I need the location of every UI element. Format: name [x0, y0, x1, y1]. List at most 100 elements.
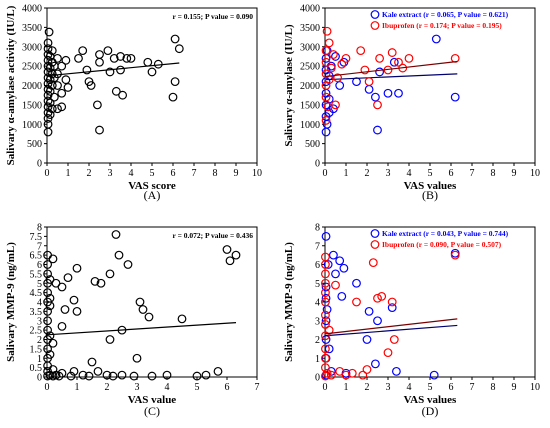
x-tick-label: 7: [470, 168, 475, 179]
y-tick-label: 7: [315, 241, 320, 252]
panel-label: (C): [144, 404, 160, 418]
data-point: [105, 335, 115, 344]
x-tick-label: 9: [512, 168, 517, 179]
data-point: [93, 366, 103, 376]
data-point: [321, 269, 330, 279]
data-point: [60, 305, 70, 314]
y-tick-label: 3: [37, 316, 42, 327]
y-tick-label: 500: [305, 139, 320, 150]
data-point: [321, 316, 331, 326]
x-tick-label: 5: [428, 168, 433, 179]
panel-label: (B): [422, 188, 438, 202]
data-point: [95, 57, 104, 67]
data-point: [45, 293, 55, 303]
data-point: [389, 335, 399, 344]
data-point: [331, 280, 340, 290]
x-tick-label: 1: [344, 168, 349, 179]
x-tick-label: 2: [87, 168, 92, 179]
data-point: [47, 104, 57, 114]
data-point: [356, 46, 366, 56]
data-point: [177, 314, 187, 324]
data-point: [45, 98, 55, 108]
x-tick-label: 7: [470, 382, 475, 393]
y-tick-label: 1.5: [30, 344, 43, 355]
y-tick-label: 0.5: [30, 363, 43, 374]
x-tick-label: 0: [323, 382, 328, 393]
y-tick-label: 3000: [22, 42, 42, 53]
y-tick-label: 1: [315, 354, 320, 365]
data-point: [63, 83, 73, 92]
y-tick-label: 2500: [22, 62, 42, 73]
y-tick-label: 8: [315, 223, 320, 234]
data-point: [92, 100, 102, 110]
data-point: [43, 361, 52, 371]
data-point: [95, 50, 104, 59]
y-tick-label: 2000: [300, 81, 320, 92]
data-point: [321, 92, 331, 102]
data-point: [47, 46, 57, 56]
y-tick-label: 0: [37, 373, 42, 384]
correlation-annotation: r = 0.072; P value = 0.436: [173, 231, 254, 240]
x-tick-label: 10: [252, 168, 262, 179]
data-point: [43, 96, 53, 106]
data-point: [135, 297, 145, 307]
data-point: [143, 57, 153, 67]
y-tick-label: 1000: [300, 120, 320, 131]
data-point: [84, 371, 94, 381]
plot-frame: [324, 226, 536, 378]
x-tick-label: 3: [386, 168, 391, 179]
x-tick-label: 8: [213, 168, 218, 179]
data-point: [368, 258, 378, 268]
data-point: [431, 34, 441, 44]
data-point: [324, 38, 334, 48]
data-point: [43, 288, 52, 298]
data-point: [43, 260, 52, 269]
data-point: [404, 53, 414, 63]
legend-marker: [370, 240, 380, 249]
x-tick-label: 6: [449, 382, 454, 393]
data-point: [170, 34, 180, 44]
panel-b: 0 1 2 3 4 5 6 7 8 9 10 0 500 1000 1500 2000 2500 3000 3500…: [283, 4, 540, 203]
legend-label: Ibuprofen (r = 0.174; P value = 0.195): [382, 21, 502, 30]
data-point: [362, 365, 372, 374]
data-point: [82, 65, 92, 75]
y-tick-label: 0: [315, 373, 320, 384]
y-tick-label: 6.5: [30, 251, 43, 262]
x-tick-label: 0: [45, 382, 50, 393]
data-point: [102, 370, 112, 380]
data-point: [321, 282, 331, 292]
data-point: [347, 368, 357, 378]
data-point: [333, 73, 343, 83]
x-tick-label: 6: [449, 168, 454, 179]
data-point: [324, 344, 334, 354]
data-point: [326, 63, 336, 73]
x-tick-label: 4: [407, 382, 412, 393]
data-point: [321, 293, 331, 303]
data-point: [371, 92, 380, 102]
data-point: [78, 370, 88, 380]
data-point: [168, 92, 178, 102]
x-tick-label: 3: [386, 382, 391, 393]
data-point: [43, 316, 52, 326]
data-point: [326, 370, 336, 380]
data-point: [360, 65, 370, 75]
data-point: [174, 44, 184, 54]
data-point: [45, 63, 55, 73]
data-point: [138, 305, 148, 314]
data-point: [323, 260, 333, 269]
data-point: [352, 297, 361, 307]
x-tick-label: 7: [192, 168, 197, 179]
data-point: [116, 65, 125, 75]
data-point: [322, 368, 332, 378]
x-tick-label: 4: [165, 382, 170, 393]
y-tick-label: 5: [315, 279, 320, 290]
x-tick-label: 6: [171, 168, 176, 179]
data-point: [57, 61, 67, 71]
data-point: [122, 53, 132, 63]
data-point: [335, 256, 345, 266]
plot-frame: [46, 226, 258, 378]
data-point: [321, 57, 331, 67]
data-point: [147, 67, 157, 77]
data-point: [44, 27, 54, 37]
data-point: [213, 366, 223, 376]
